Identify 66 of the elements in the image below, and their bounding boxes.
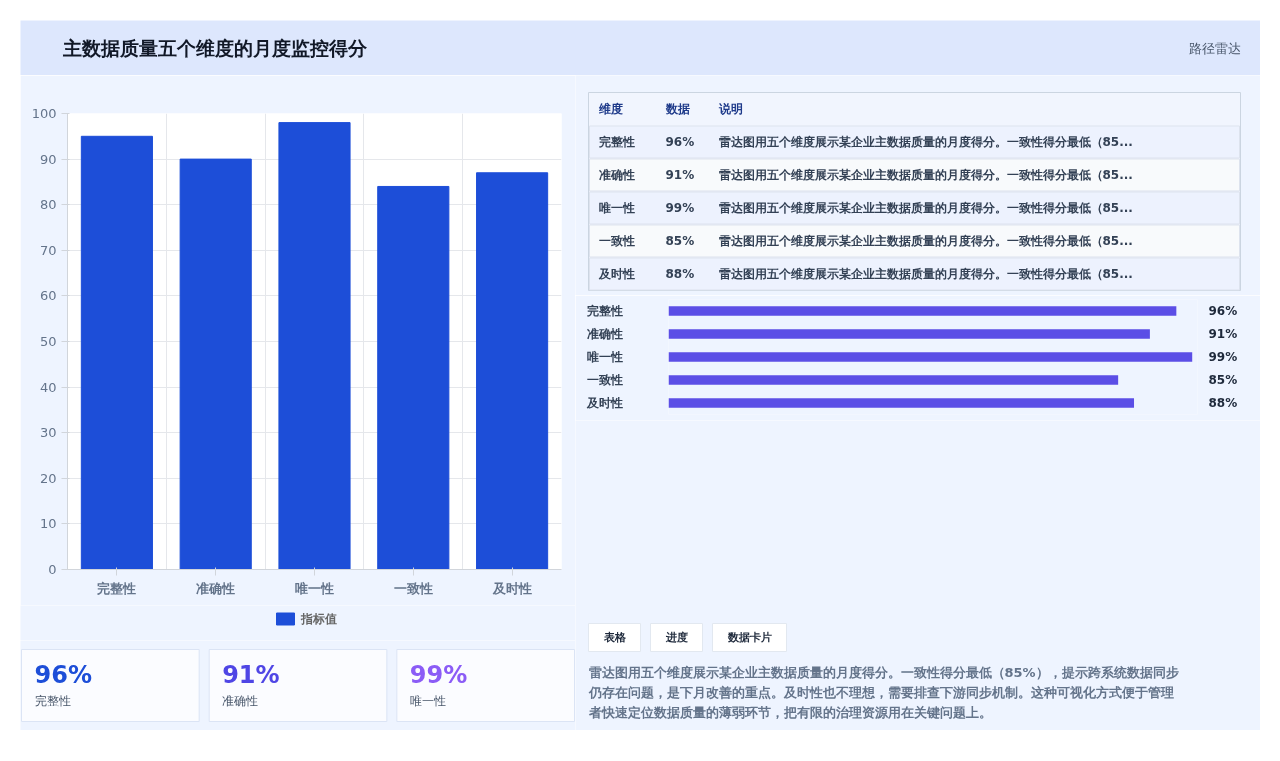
data-label: 99% — [1208, 350, 1238, 364]
data-label: 88% — [1208, 396, 1238, 410]
bar — [668, 306, 1177, 316]
y-tick-label: 准确性 — [586, 327, 623, 341]
y-tick-label: 60 — [39, 288, 57, 304]
y-tick-label: 80 — [39, 197, 57, 213]
text: 准确性 — [598, 168, 635, 182]
bar — [668, 352, 1193, 362]
bar — [278, 122, 351, 570]
text: 及时性 — [597, 267, 635, 281]
text: 主数据质量五个维度的月度监控得分 — [61, 37, 368, 59]
text: 91% — [222, 660, 280, 689]
text: 雷达图用五个维度展示某企业主数据质量的月度得分。一致性得分最低（85... — [718, 168, 1133, 182]
bar — [668, 329, 1150, 339]
bar — [476, 172, 549, 570]
y-tick-label: 10 — [39, 516, 57, 532]
x-tick-label: 准确性 — [196, 580, 236, 596]
text: 99% — [409, 660, 468, 689]
bar — [179, 158, 252, 570]
text: 91% — [665, 168, 695, 182]
text: 进度 — [664, 631, 688, 644]
y-tick-label: 90 — [39, 151, 57, 167]
x-tick-label: 及时性 — [491, 580, 532, 596]
y-tick-label: 唯一性 — [586, 350, 623, 364]
text: 雷达图用五个维度展示某企业主数据质量的月度得分。一致性得分最低（85%），提示跨系统数据同步仍存在问题，是下月改善的重点。及时性也不理想，需要排查下游同步机制。这种可视化方式便于管理者快速定位数据质量的薄弱环节，把有限的治理资源用在关键问题上。 — [587, 665, 1179, 720]
text: 完整性 — [598, 135, 635, 149]
text: 唯一性 — [598, 201, 635, 215]
bar — [668, 398, 1135, 408]
text: 88% — [665, 267, 695, 281]
y-tick-label: 20 — [39, 470, 57, 486]
text: 99% — [665, 201, 695, 215]
bar — [668, 375, 1119, 385]
x-tick-label: 完整性 — [97, 580, 137, 596]
x-tick-label: 一致性 — [393, 580, 433, 596]
y-tick-label: 30 — [39, 425, 57, 441]
data-label: 91% — [1208, 327, 1238, 341]
bar — [80, 135, 153, 570]
y-tick-label: 70 — [39, 242, 57, 258]
text: 维度 — [597, 102, 623, 116]
text: 雷达图用五个维度展示某企业主数据质量的月度得分。一致性得分最低（85... — [718, 135, 1133, 149]
text: 85% — [665, 234, 695, 248]
text: 说明 — [717, 102, 743, 116]
text: 准确性 — [222, 693, 259, 708]
y-tick-label: 100 — [31, 106, 57, 121]
y-tick-label: 0 — [48, 562, 57, 577]
data-label: 85% — [1208, 373, 1238, 387]
text: 雷达图用五个维度展示某企业主数据质量的月度得分。一致性得分最低（85... — [718, 267, 1133, 281]
y-tick-label: 一致性 — [586, 373, 623, 387]
y-tick-label: 40 — [39, 379, 57, 395]
bar — [377, 185, 450, 570]
text: 雷达图用五个维度展示某企业主数据质量的月度得分。一致性得分最低（85... — [718, 201, 1133, 215]
y-tick-label: 完整性 — [586, 304, 623, 318]
x-tick-label: 唯一性 — [295, 580, 334, 596]
text: 96% — [34, 660, 92, 689]
data-label: 96% — [1208, 304, 1238, 318]
text: 路径雷达 — [1188, 40, 1241, 56]
text: 表格 — [602, 631, 627, 644]
text: 唯一性 — [409, 693, 446, 708]
legend-label: 指标值 — [299, 612, 337, 626]
text: 一致性 — [598, 234, 635, 248]
text: 雷达图用五个维度展示某企业主数据质量的月度得分。一致性得分最低（85... — [718, 234, 1133, 248]
y-tick-label: 及时性 — [585, 396, 623, 410]
text: 数据卡片 — [726, 631, 772, 644]
text: 数据 — [664, 102, 690, 116]
text: 96% — [665, 135, 695, 149]
y-tick-label: 50 — [39, 334, 57, 349]
